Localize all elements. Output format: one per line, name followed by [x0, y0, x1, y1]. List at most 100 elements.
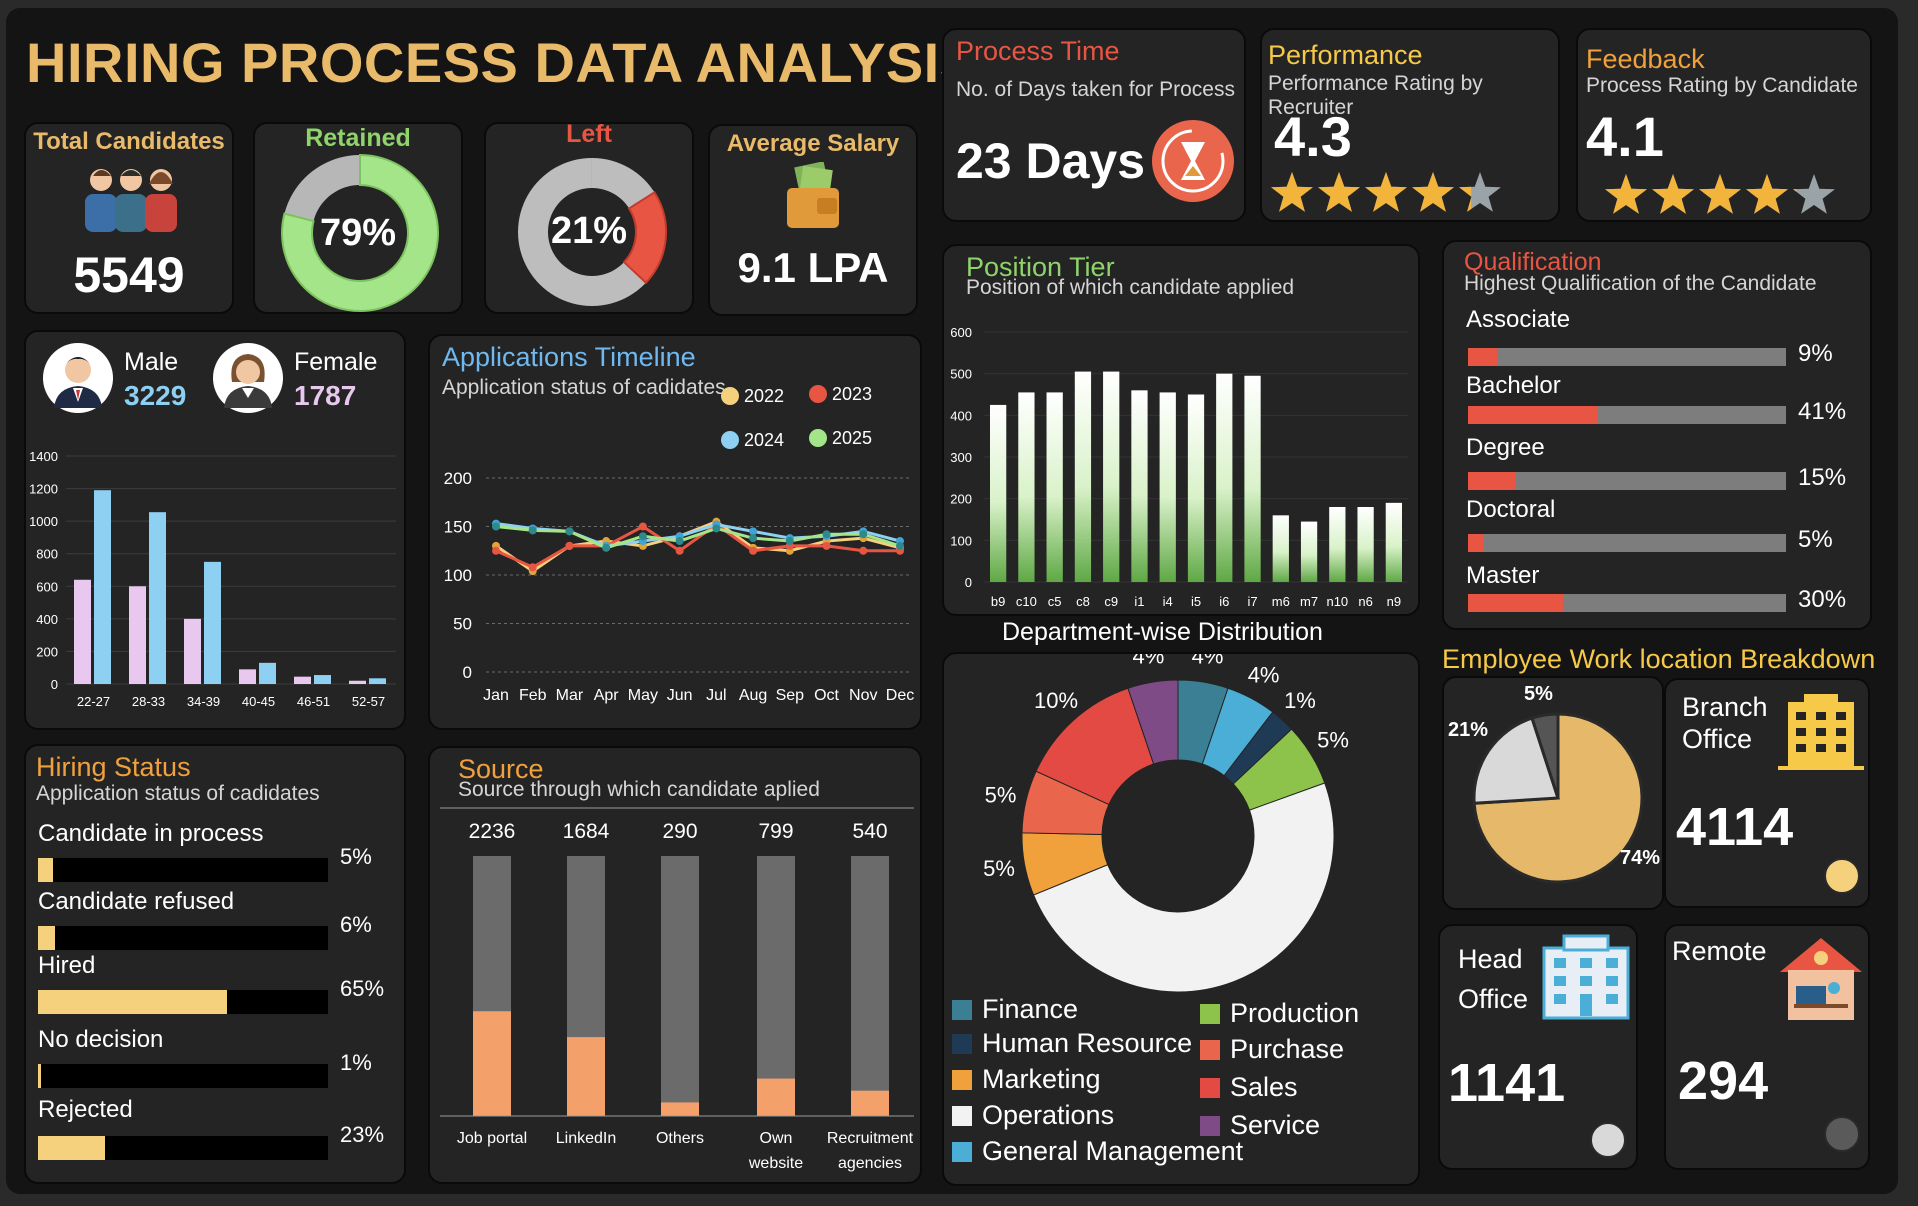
branch-label-2: Office: [1682, 724, 1753, 754]
age-xtick-label: 28-33: [132, 694, 165, 709]
department-legend-label: Marketing: [982, 1064, 1101, 1094]
work-location-data-label: 21%: [1448, 719, 1488, 741]
department-legend-item: Production: [1200, 998, 1359, 1029]
source-data-label: 2236: [469, 820, 516, 843]
source-xtick-label: Others: [656, 1130, 704, 1147]
hiring-status-pct: 23%: [340, 1122, 385, 1147]
timeline-ytick-label: 0: [463, 663, 472, 682]
timeline-point-2023: [822, 541, 831, 550]
department-legend-label: Purchase: [1230, 1034, 1345, 1064]
hiring-status-bar: [38, 858, 53, 882]
source-bar-track: [661, 856, 699, 1116]
timeline-point-2025: [712, 524, 721, 533]
male-avatar-icon: [43, 343, 113, 413]
qualification-bar: [1468, 594, 1564, 612]
age-ytick-label: 200: [36, 644, 58, 659]
timeline-ytick-label: 200: [444, 469, 472, 488]
position-xtick-label: i5: [1191, 594, 1201, 609]
timeline-point-2025: [859, 530, 868, 539]
timeline-xtick-label: Jul: [706, 687, 726, 704]
position-ytick-label: 400: [950, 408, 972, 423]
position-bar: [1018, 392, 1035, 582]
age-xtick-label: 22-27: [77, 694, 110, 709]
age-bar-female: [294, 676, 311, 684]
age-ytick-label: 400: [36, 612, 58, 627]
position-bar: [1300, 521, 1318, 582]
timeline-point-2023: [859, 546, 868, 555]
timeline-subtitle: Application status of cadidates: [442, 376, 726, 399]
source-subtitle: Source through which candidate aplied: [458, 778, 820, 801]
age-bar-male: [369, 678, 386, 684]
qualification-label: Associate: [1466, 306, 1571, 333]
source-xtick-label: Job portal: [457, 1130, 527, 1147]
source-xtick-label: LinkedIn: [556, 1130, 617, 1147]
department-legend-item: Sales: [1200, 1072, 1298, 1103]
left-donut: [518, 158, 667, 306]
age-xtick-label: 34-39: [187, 694, 220, 709]
position-xtick-label: c8: [1076, 594, 1090, 609]
timeline-legend-swatch: [721, 431, 739, 449]
age-bar-male: [314, 675, 331, 684]
position-xtick-label: c5: [1048, 594, 1062, 609]
qualification-track: [1468, 472, 1786, 490]
position-bar: [990, 404, 1007, 582]
timeline-line-2023: [495, 522, 900, 569]
position-bar: [1074, 371, 1092, 582]
position-bar: [1159, 392, 1176, 582]
building-icon: [1778, 694, 1864, 770]
timeline-legend-swatch: [809, 385, 827, 403]
timeline-point-2024: [749, 527, 758, 536]
source-bar: [757, 1078, 795, 1116]
qualification-bar: [1468, 534, 1484, 552]
position-bar: [1272, 515, 1289, 582]
office-building-icon: [1542, 934, 1630, 1020]
age-bar-female: [129, 586, 146, 684]
age-ytick-label: 1400: [29, 449, 58, 464]
source-bar: [567, 1037, 605, 1116]
age-ytick-label: 600: [36, 579, 58, 594]
timeline-xtick-label: Sep: [776, 687, 805, 704]
qualification-bar: [1468, 348, 1497, 366]
position-xtick-label: c9: [1104, 594, 1118, 609]
work-location-data-label: 5%: [1524, 683, 1553, 705]
retained-donut: [281, 153, 439, 312]
qualification-pct: 15%: [1798, 464, 1847, 491]
feedback-card: Feedback Process Rating by Candidate 4.1: [1576, 28, 1872, 222]
position-ytick-label: 300: [950, 450, 972, 465]
department-legend-label: General Management: [982, 1136, 1244, 1166]
hiring-status-label: Candidate refused: [38, 888, 235, 915]
head-label-2: Office: [1458, 984, 1529, 1014]
department-legend-item: Finance: [952, 994, 1078, 1025]
hiring-status-bar: [38, 1064, 41, 1088]
remote-label: Remote: [1672, 936, 1767, 966]
hiring-status-subtitle: Application status of cadidates: [36, 782, 320, 805]
qualification-pct: 9%: [1798, 340, 1833, 367]
people-icon: [85, 169, 177, 232]
qualification-pct: 5%: [1798, 526, 1833, 553]
performance-subtitle: Performance Rating by Recruiter: [1268, 72, 1483, 119]
timeline-xtick-label: Jan: [483, 687, 509, 704]
age-ytick-label: 800: [36, 547, 58, 562]
department-legend-item: General Management: [952, 1136, 1243, 1167]
work-location-slice: [1530, 712, 1560, 799]
timeline-line-2025: [495, 525, 901, 550]
source-bar: [661, 1102, 699, 1116]
position-bar: [1357, 507, 1374, 582]
timeline-point-2023: [565, 541, 574, 550]
head-office-value: 1141: [1448, 1053, 1566, 1113]
age-gender-chart: 0 200 400 600 800 1000 1200 1400 22-27 28-33 34-39…: [29, 449, 396, 709]
work-location-slice: [1472, 716, 1561, 805]
work-location-data-label: 74%: [1620, 847, 1660, 869]
timeline-point-2023: [528, 563, 537, 572]
qualification-pct: 41%: [1798, 398, 1847, 425]
hiring-status-track: [38, 858, 328, 882]
department-legend-item: Human Resource: [952, 1028, 1192, 1059]
male-value: 3229: [124, 380, 187, 411]
position-bar: [1216, 373, 1233, 582]
qualification-label: Degree: [1466, 434, 1545, 461]
position-ytick-label: 600: [950, 325, 972, 340]
department-legend-swatch: [952, 1105, 972, 1126]
age-xtick-label: 52-57: [352, 694, 385, 709]
qualification-label: Bachelor: [1466, 372, 1561, 399]
retained-card: Retained 79%: [253, 122, 463, 314]
